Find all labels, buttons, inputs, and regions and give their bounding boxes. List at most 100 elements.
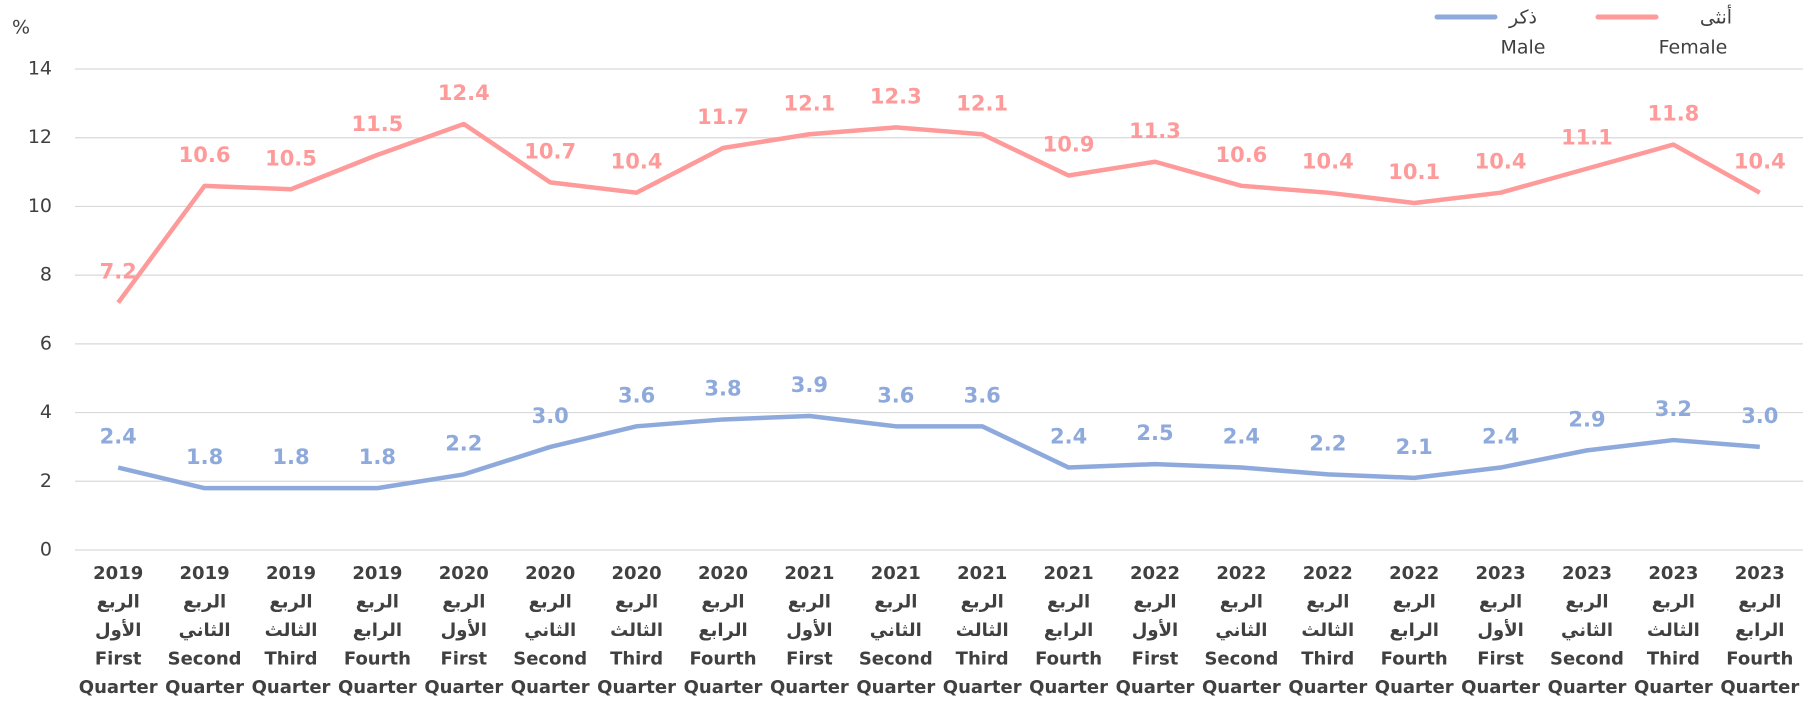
x-tick-label: Quarter xyxy=(856,677,935,698)
x-tick-label: Quarter xyxy=(1634,677,1713,698)
x-tick-label: الربع xyxy=(1652,592,1695,613)
x-tick-label: Quarter xyxy=(1461,677,1540,698)
x-tick-label: Quarter xyxy=(252,677,331,698)
x-tick-label: Quarter xyxy=(511,677,590,698)
data-label: 10.1 xyxy=(1388,160,1440,184)
x-tick-label: Quarter xyxy=(1116,677,1195,698)
y-tick-label: 2 xyxy=(40,470,52,492)
x-tick-label: Quarter xyxy=(1029,677,1108,698)
x-tick-label: الربع xyxy=(1565,592,1608,613)
x-tick-label: الربع xyxy=(269,592,312,613)
y-tick-label: 14 xyxy=(28,58,52,80)
data-label: 2.4 xyxy=(100,425,137,449)
x-tick-label: 2020 xyxy=(439,563,489,584)
x-tick-label: 2022 xyxy=(1130,563,1180,584)
x-tick-label: الثالث xyxy=(956,620,1009,641)
y-tick-label: 0 xyxy=(40,539,52,561)
x-tick-label: الربع xyxy=(1133,592,1176,613)
x-tick-label: الثاني xyxy=(1215,620,1267,641)
x-tick-label: الرابع xyxy=(1044,620,1093,641)
data-label: 10.6 xyxy=(179,143,231,167)
x-tick-label: الربع xyxy=(356,592,399,613)
x-tick-label: الأول xyxy=(1477,619,1523,641)
data-label: 2.9 xyxy=(1568,407,1605,431)
x-tick-label: 2020 xyxy=(698,563,748,584)
x-tick-label: الربع xyxy=(615,592,658,613)
data-label: 12.4 xyxy=(438,81,490,105)
data-label: 1.8 xyxy=(272,445,309,469)
x-tick-label: الأول xyxy=(441,619,487,641)
x-tick-label: Second xyxy=(1550,649,1624,670)
data-label: 2.5 xyxy=(1136,421,1173,445)
x-tick-label: Quarter xyxy=(165,677,244,698)
x-tick-label: 2019 xyxy=(93,563,143,584)
x-tick-label: 2021 xyxy=(784,563,834,584)
x-tick-label: الربع xyxy=(1047,592,1090,613)
x-tick-label: الربع xyxy=(183,592,226,613)
x-tick-label: Third xyxy=(1647,649,1700,670)
x-tick-label: Quarter xyxy=(79,677,158,698)
x-tick-label: Quarter xyxy=(424,677,503,698)
x-tick-label: Quarter xyxy=(597,677,676,698)
x-tick-label: Third xyxy=(1301,649,1354,670)
data-label: 2.2 xyxy=(445,431,482,455)
x-tick-label: الربع xyxy=(1220,592,1263,613)
x-tick-label: Fourth xyxy=(1035,649,1102,670)
y-tick-label: 8 xyxy=(40,264,52,286)
x-tick-label: Fourth xyxy=(1726,649,1793,670)
data-label: 10.7 xyxy=(524,139,576,163)
x-tick-label: الثالث xyxy=(610,620,663,641)
data-label: 11.1 xyxy=(1561,126,1613,150)
data-label: 12.1 xyxy=(783,91,835,115)
data-label: 7.2 xyxy=(100,260,137,284)
x-tick-label: First xyxy=(95,649,142,670)
legend-label: Female xyxy=(1659,37,1728,59)
data-label: 3.8 xyxy=(704,376,741,400)
data-label: 3.2 xyxy=(1655,397,1692,421)
x-tick-label: 2023 xyxy=(1735,563,1785,584)
data-label: 3.6 xyxy=(618,383,655,407)
data-label: 11.7 xyxy=(697,105,749,129)
x-tick-label: First xyxy=(786,649,833,670)
x-tick-label: Fourth xyxy=(689,649,756,670)
x-tick-label: 2021 xyxy=(1044,563,1094,584)
x-tick-label: Fourth xyxy=(344,649,411,670)
x-tick-label: الربع xyxy=(874,592,917,613)
x-tick-label: 2019 xyxy=(266,563,316,584)
x-tick-label: الرابع xyxy=(1390,620,1439,641)
data-label: 11.8 xyxy=(1647,102,1699,126)
data-label: 10.4 xyxy=(611,150,663,174)
x-tick-label: Fourth xyxy=(1381,649,1448,670)
legend-label: ذكر xyxy=(1508,7,1537,29)
x-tick-label: 2020 xyxy=(525,563,575,584)
x-tick-label: 2023 xyxy=(1476,563,1526,584)
data-label: 10.4 xyxy=(1302,150,1354,174)
x-tick-label: 2019 xyxy=(180,563,230,584)
x-tick-label: Quarter xyxy=(1720,677,1799,698)
x-tick-label: Second xyxy=(168,649,242,670)
x-tick-label: الربع xyxy=(1738,592,1781,613)
data-label: 12.3 xyxy=(870,84,922,108)
y-tick-label: 10 xyxy=(28,195,52,217)
x-tick-label: First xyxy=(1477,649,1524,670)
data-label: 1.8 xyxy=(186,445,223,469)
x-tick-label: Quarter xyxy=(770,677,849,698)
data-label: 11.3 xyxy=(1129,119,1181,143)
data-label: 1.8 xyxy=(359,445,396,469)
x-tick-label: الرابع xyxy=(1735,620,1784,641)
data-label: 10.4 xyxy=(1734,150,1786,174)
x-tick-label: الأول xyxy=(1132,619,1178,641)
x-tick-label: Third xyxy=(610,649,663,670)
x-tick-label: الربع xyxy=(529,592,572,613)
x-tick-label: الربع xyxy=(1306,592,1349,613)
x-tick-label: 2022 xyxy=(1216,563,1266,584)
x-tick-label: الثالث xyxy=(1647,620,1700,641)
data-label: 2.4 xyxy=(1223,425,1260,449)
data-label: 2.4 xyxy=(1050,425,1087,449)
y-tick-label: 6 xyxy=(40,332,52,354)
y-tick-label: 4 xyxy=(40,401,52,423)
legend-label: أنثى xyxy=(1700,5,1732,29)
x-tick-label: الثاني xyxy=(524,620,576,641)
x-tick-label: 2023 xyxy=(1648,563,1698,584)
